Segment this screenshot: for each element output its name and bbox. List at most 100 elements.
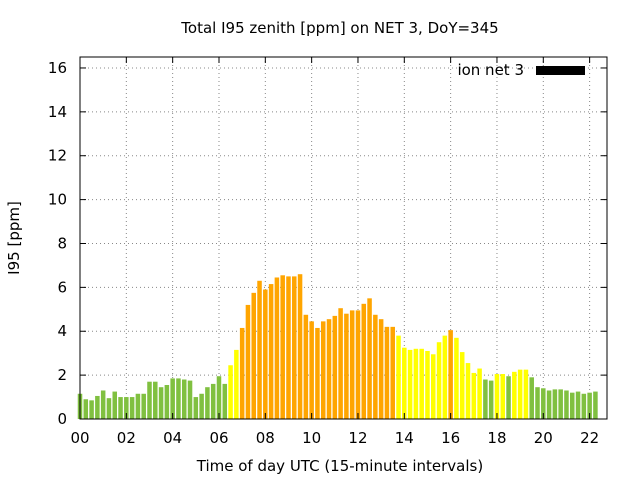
- bar: [124, 397, 129, 419]
- bar: [494, 374, 500, 419]
- bar: [546, 390, 552, 419]
- bar: [83, 399, 89, 419]
- bar: [575, 391, 581, 419]
- bar: [118, 397, 123, 419]
- bar: [378, 319, 384, 419]
- bar: [135, 393, 141, 419]
- bar: [176, 378, 181, 419]
- bar: [529, 377, 534, 419]
- bar: [326, 319, 332, 419]
- bar: [552, 389, 558, 419]
- bar: [147, 381, 152, 419]
- bar: [477, 368, 482, 419]
- legend-swatch: [536, 66, 585, 75]
- bar: [483, 379, 488, 419]
- bar: [251, 292, 256, 419]
- legend: ion net 3: [457, 61, 585, 79]
- x-tick-label: 20: [534, 429, 553, 447]
- x-tick-label: 08: [256, 429, 275, 447]
- bar: [465, 363, 471, 419]
- y-tick-label: 12: [48, 147, 67, 165]
- bars: [77, 274, 598, 419]
- bar: [216, 376, 222, 419]
- bar: [210, 383, 216, 419]
- bar: [100, 390, 106, 419]
- bar: [239, 327, 245, 419]
- y-tick-label: 14: [48, 103, 67, 121]
- x-tick-label: 00: [70, 429, 89, 447]
- bar: [280, 275, 285, 419]
- bar: [349, 310, 355, 419]
- grid-lines: [80, 57, 607, 419]
- bar: [361, 303, 367, 419]
- bar: [106, 398, 112, 419]
- bar: [274, 277, 280, 419]
- bar: [500, 374, 506, 419]
- bar: [292, 276, 297, 419]
- bar: [303, 314, 309, 419]
- bar: [95, 395, 100, 419]
- bar: [517, 369, 523, 419]
- bar: [141, 393, 146, 419]
- bar: [320, 321, 326, 419]
- bar: [402, 347, 407, 419]
- bar: [407, 349, 413, 419]
- bar: [569, 392, 575, 419]
- x-tick-label: 12: [348, 429, 367, 447]
- bar: [164, 384, 170, 419]
- bar: [454, 337, 459, 419]
- x-axis-label: Time of day UTC (15-minute intervals): [196, 457, 483, 475]
- x-tick-label: 06: [209, 429, 228, 447]
- bar: [442, 335, 448, 419]
- bar: [286, 276, 291, 419]
- bar: [581, 393, 587, 419]
- y-axis-label: I95 [ppm]: [5, 201, 23, 275]
- bar: [541, 388, 546, 419]
- bar: [448, 330, 453, 419]
- bar: [431, 354, 436, 419]
- bar: [199, 393, 204, 419]
- bar: [413, 348, 419, 419]
- bar: [593, 391, 598, 419]
- bar: [234, 349, 239, 419]
- bar: [222, 383, 228, 419]
- bar: [564, 390, 569, 419]
- legend-label: ion net 3: [457, 61, 524, 79]
- bar: [205, 387, 210, 419]
- bar: [268, 284, 274, 419]
- bar: [181, 379, 187, 419]
- y-tick-label: 2: [57, 366, 67, 384]
- bar: [471, 372, 477, 419]
- y-tick-label: 6: [57, 278, 67, 296]
- bar: [170, 378, 175, 419]
- y-tick-label: 10: [48, 191, 67, 209]
- y-tick-label: 0: [57, 410, 67, 428]
- bar: [309, 321, 314, 419]
- x-tick-label: 04: [163, 429, 182, 447]
- bar: [506, 376, 511, 419]
- bar: [523, 369, 529, 419]
- chart-title: Total I95 zenith [ppm] on NET 3, DoY=345: [180, 19, 498, 37]
- bar: [89, 400, 94, 419]
- bar: [367, 298, 372, 419]
- bar: [153, 381, 158, 419]
- bar: [263, 289, 268, 419]
- bar: [129, 397, 135, 419]
- bar: [338, 308, 343, 419]
- bar: [355, 310, 361, 419]
- bar: [425, 350, 430, 419]
- bar: [158, 387, 164, 419]
- bar: [315, 327, 320, 419]
- y-tick-label: 8: [57, 234, 67, 252]
- bar: [332, 315, 338, 419]
- bar: [344, 313, 349, 419]
- bar: [193, 397, 199, 419]
- bar: [535, 387, 540, 419]
- x-tick-label: 18: [487, 429, 506, 447]
- bar: [390, 326, 395, 419]
- x-axis-ticks: 00 02 04 06 08 10 12 14 16 18 20 22: [70, 57, 599, 447]
- x-tick-label: 14: [395, 429, 414, 447]
- y-axis-ticks: 0 2 4 6 8 10 12 14 16: [48, 59, 607, 428]
- x-tick-label: 22: [580, 429, 599, 447]
